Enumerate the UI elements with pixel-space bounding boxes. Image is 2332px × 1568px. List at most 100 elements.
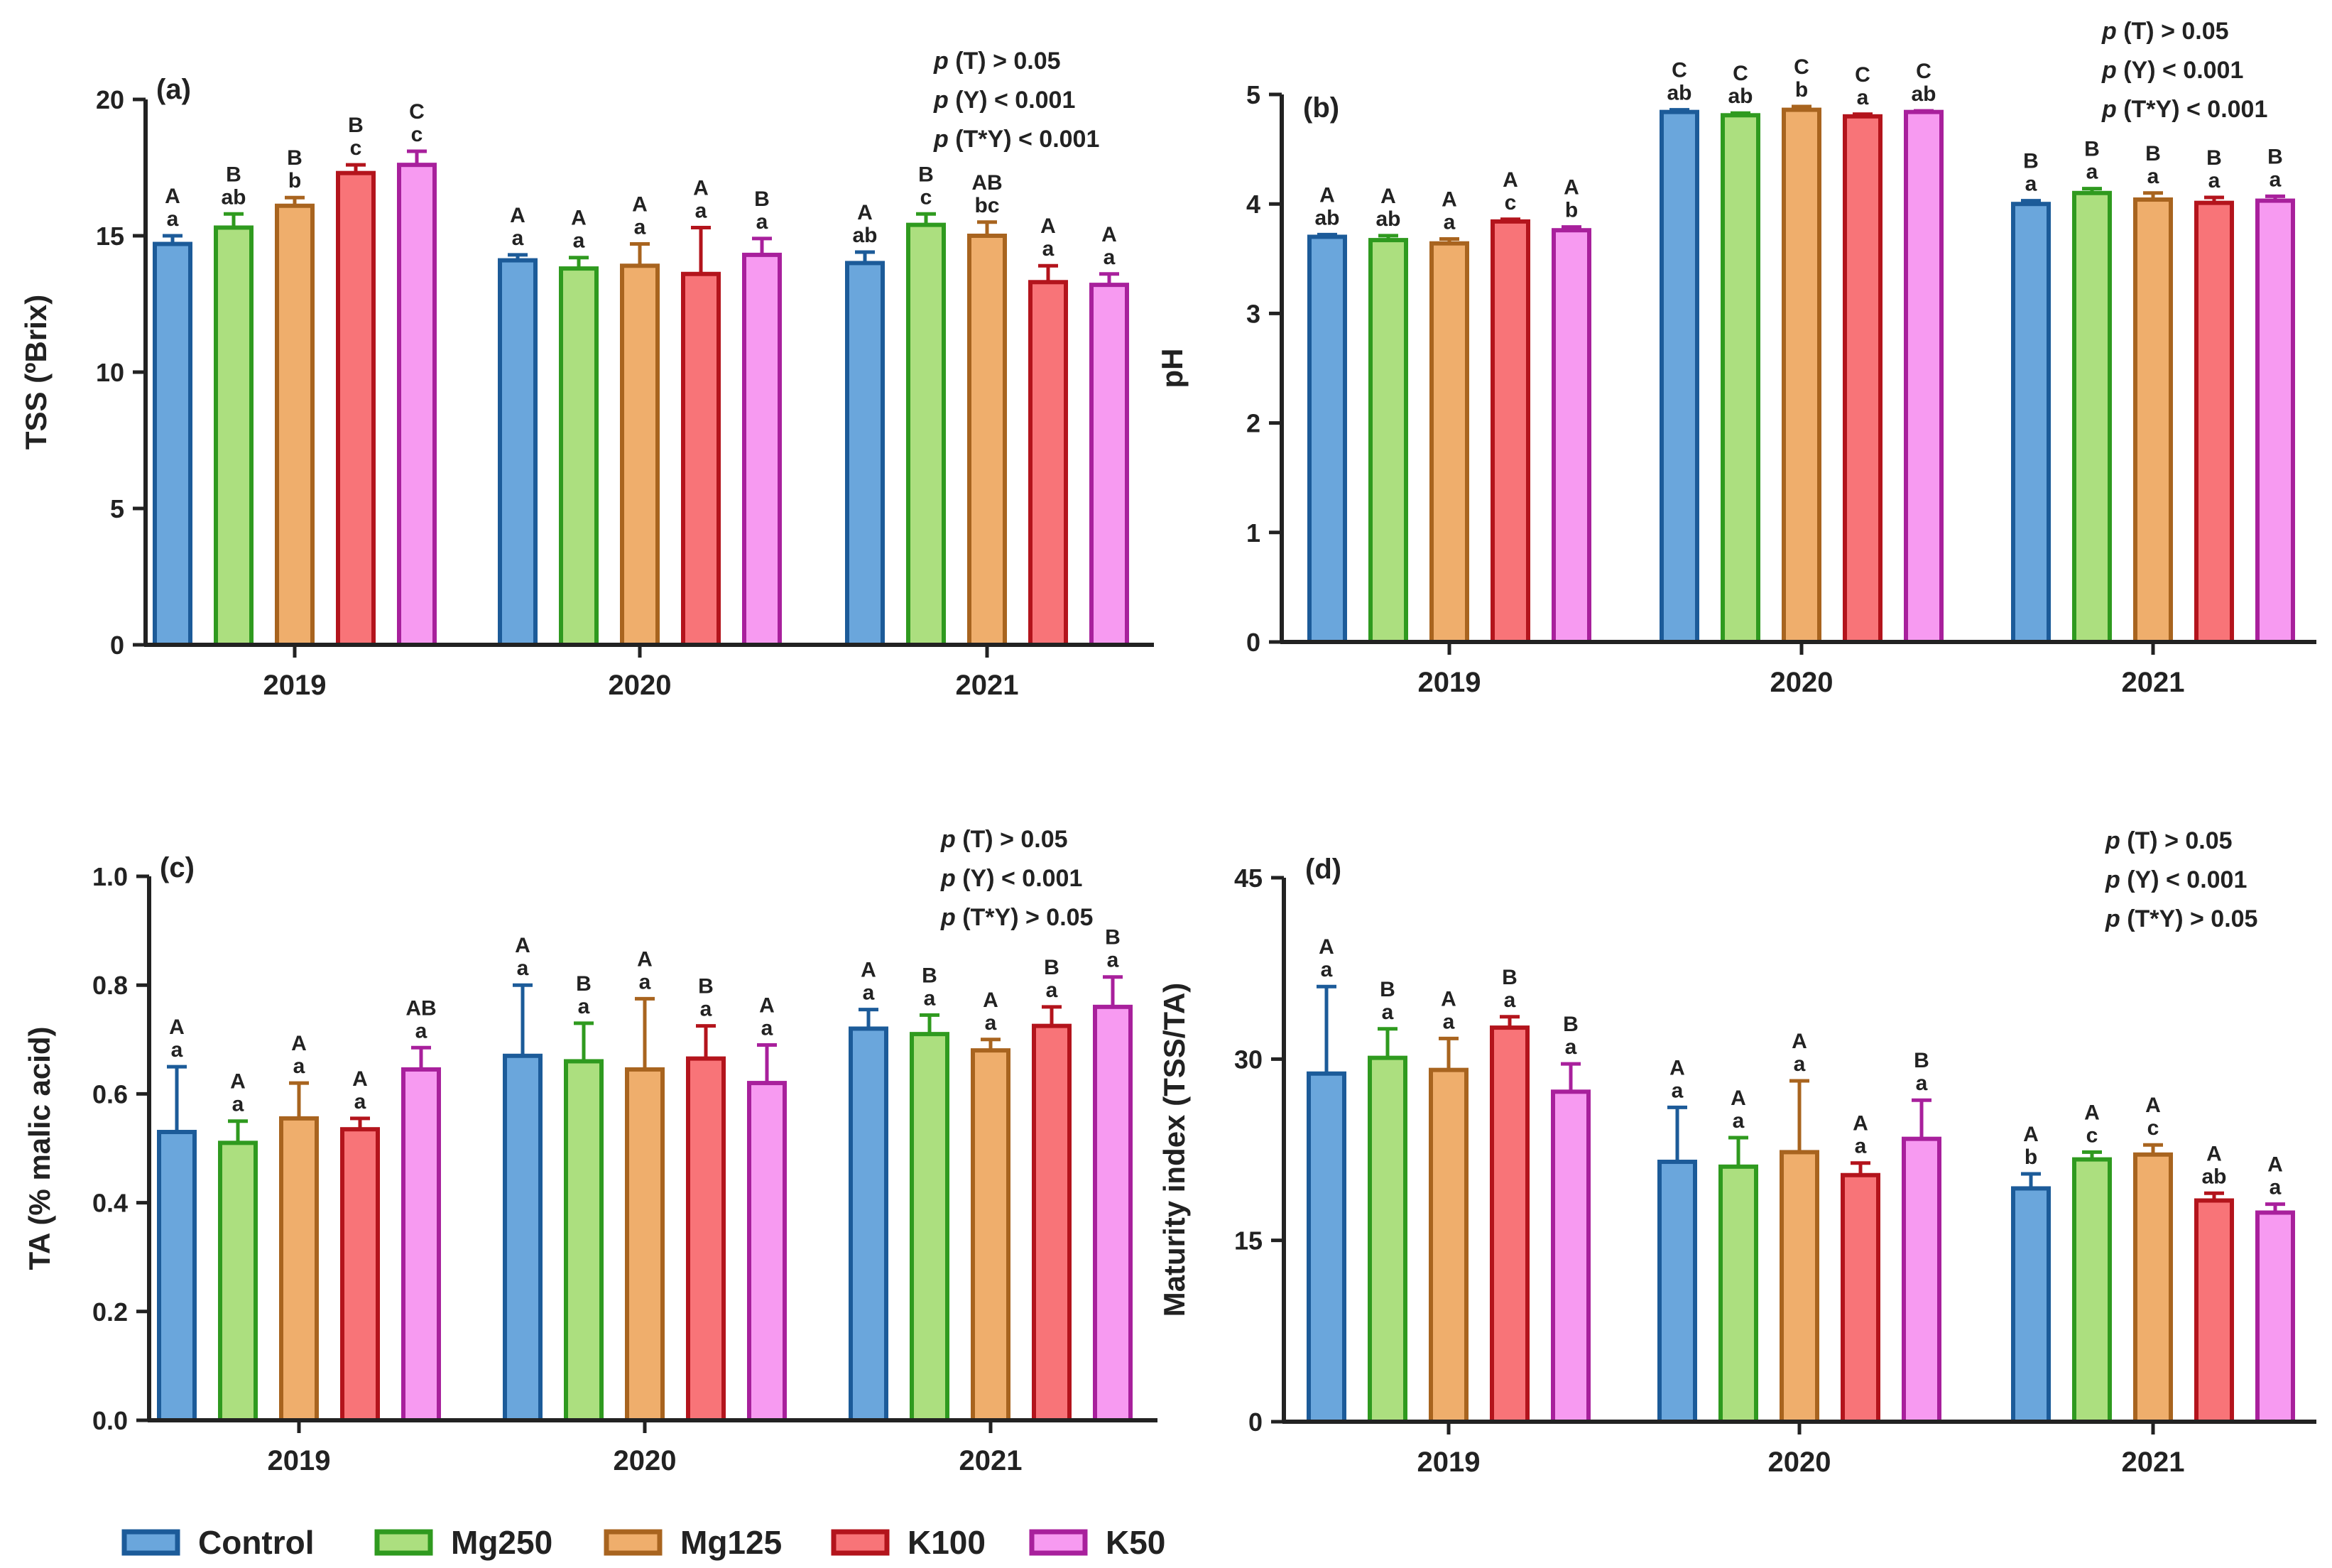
y-tick-label: 0 (1248, 1408, 1263, 1437)
letter-lower: a (863, 981, 875, 1005)
chart-panel: aAaAbAaBaAcAaAaAcAaBaAabAaBaBaA015304520… (1157, 827, 2316, 1478)
letter-upper: A (1319, 183, 1335, 207)
letter-upper: A (510, 204, 525, 227)
p-value-text: (Y) < 0.001 (962, 865, 1082, 892)
letter-lower: a (2025, 173, 2037, 196)
legend-item: Control (121, 1524, 315, 1561)
bar (849, 1026, 888, 1422)
p-value-text: (Y) < 0.001 (2127, 866, 2247, 893)
p-symbol: p (2105, 866, 2127, 893)
bar (157, 1130, 197, 1423)
letter-lower: a (167, 207, 179, 231)
letter-lower: ab (2201, 1165, 2226, 1188)
letter-lower: a (517, 957, 529, 980)
y-tick-label: 1 (1246, 518, 1260, 548)
panel-label: (b) (1303, 92, 1339, 124)
letter-upper: A (165, 185, 180, 208)
letter-upper: B (2145, 142, 2161, 165)
letter-upper: B (918, 163, 934, 186)
bar (910, 1032, 949, 1422)
letter-lower: a (1565, 1035, 1577, 1059)
bar (1902, 1136, 1941, 1425)
y-tick-label: 0.8 (92, 971, 128, 1000)
p-value-text: (T) > 0.05 (2123, 18, 2228, 45)
letter-lower: ab (852, 224, 877, 247)
letter-lower: a (1672, 1079, 1684, 1102)
letter-lower: a (756, 210, 768, 234)
letter-upper: A (515, 934, 530, 957)
p-value-annotation: p (T) > 0.05 (2105, 827, 2233, 854)
letter-upper: A (1380, 185, 1396, 208)
x-tick-label: 2021 (2122, 667, 2185, 698)
letter-lower: ab (1375, 207, 1400, 231)
bar (559, 266, 599, 647)
p-value-text: (T*Y) > 0.05 (962, 904, 1093, 931)
bar (1307, 234, 1347, 644)
letter-upper: AB (405, 996, 436, 1020)
bar (1657, 1160, 1697, 1424)
letter-upper: A (861, 959, 876, 982)
p-value-text: (T*Y) < 0.001 (955, 126, 1099, 153)
legend-label: K100 (908, 1524, 986, 1561)
y-tick-label: 15 (96, 222, 124, 251)
letter-lower: a (578, 995, 590, 1018)
letter-lower: a (695, 199, 707, 222)
legend-swatch (374, 1529, 433, 1556)
y-tick-label: 1.0 (92, 862, 128, 891)
p-value-annotation: p (T*Y) < 0.001 (2101, 96, 2267, 123)
p-value-text: (T) > 0.05 (962, 826, 1067, 853)
letter-lower: a (924, 986, 936, 1010)
bar (625, 1067, 665, 1423)
letter-lower: ab (1667, 82, 1691, 105)
letter-lower: b (1565, 199, 1578, 222)
x-tick-label: 2021 (956, 670, 1019, 701)
letter-upper: A (230, 1070, 246, 1094)
panel-label: (c) (160, 852, 195, 883)
bar (1660, 109, 1699, 644)
letter-lower: a (2208, 169, 2221, 192)
p-value-annotation: p (T) > 0.05 (940, 826, 1068, 853)
letter-lower: c (2147, 1116, 2159, 1140)
bar (1429, 241, 1469, 645)
p-value-text: (T) > 0.05 (955, 48, 1060, 75)
letter-upper: A (1040, 214, 1056, 238)
bar (1491, 219, 1530, 644)
letter-upper: A (637, 947, 653, 971)
letter-upper: B (226, 163, 241, 186)
bar (620, 263, 660, 647)
legend-item: Mg125 (604, 1524, 782, 1561)
y-tick-label: 45 (1234, 864, 1263, 893)
letter-upper: A (2084, 1101, 2100, 1124)
bar (279, 1116, 319, 1422)
letter-lower: a (985, 1011, 997, 1035)
p-symbol: p (940, 865, 962, 892)
bar (2194, 200, 2234, 644)
letter-upper: C (1794, 55, 1809, 79)
p-value-text: (T*Y) > 0.05 (2127, 905, 2257, 932)
letter-lower: c (920, 185, 932, 209)
legend-swatch (604, 1529, 663, 1556)
letter-lower: a (232, 1093, 244, 1116)
letter-upper: A (983, 989, 998, 1012)
letter-lower: a (1504, 989, 1516, 1012)
legend-label: K50 (1106, 1524, 1165, 1561)
bar (1089, 283, 1129, 647)
bar (153, 241, 192, 647)
letter-lower: a (171, 1038, 183, 1062)
letter-upper: C (409, 100, 425, 124)
letter-upper: B (698, 975, 714, 998)
y-tick-label: 0 (1246, 628, 1260, 657)
bar (498, 258, 538, 647)
letter-lower: a (1444, 211, 1456, 234)
y-tick-label: 0.2 (92, 1297, 128, 1327)
legend-swatch (1029, 1529, 1088, 1556)
y-tick-label: 10 (96, 358, 124, 387)
y-tick-label: 5 (1246, 80, 1260, 109)
letter-upper: B (1502, 966, 1518, 989)
letter-lower: ab (221, 185, 246, 209)
bar (564, 1059, 604, 1422)
p-symbol: p (933, 48, 955, 75)
bar (1490, 1025, 1530, 1424)
letter-lower: c (350, 136, 362, 160)
chart-panel: abAabCaBabAabCaBaAbCaBcAaCaBbAabCaB01234… (1155, 18, 2316, 698)
